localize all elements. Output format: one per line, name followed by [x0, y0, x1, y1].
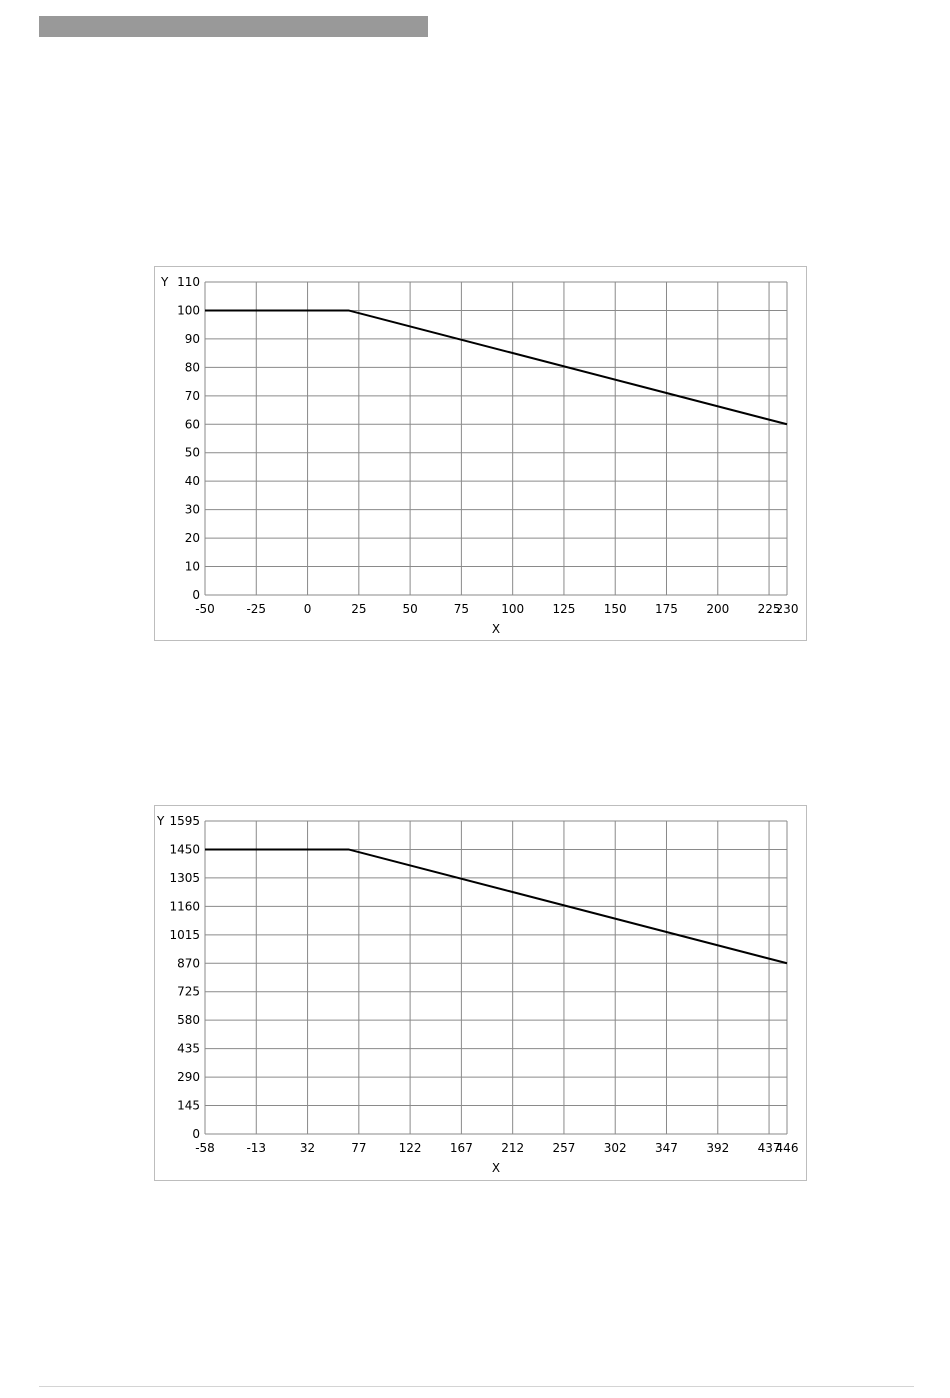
x-tick-label: -25 — [246, 602, 266, 616]
x-tick-label: 75 — [454, 602, 469, 616]
y-tick-label: 40 — [185, 474, 200, 488]
y-tick-label: 1305 — [169, 871, 200, 885]
header-bar — [39, 16, 428, 37]
x-axis-label: X — [492, 622, 500, 636]
y-tick-label: 435 — [177, 1042, 200, 1056]
x-tick-label: 200 — [706, 602, 729, 616]
x-tick-label: 225 — [758, 602, 781, 616]
x-tick-label: 50 — [402, 602, 417, 616]
y-tick-label: 60 — [185, 417, 200, 431]
y-tick-label: 100 — [177, 303, 200, 317]
x-tick-label: -50 — [195, 602, 215, 616]
x-tick-label: -13 — [246, 1141, 266, 1155]
x-tick-label: 392 — [706, 1141, 729, 1155]
y-tick-label: 0 — [192, 588, 200, 602]
y-tick-label: 70 — [185, 389, 200, 403]
y-tick-label: 1160 — [169, 899, 200, 913]
y-tick-label: 725 — [177, 985, 200, 999]
x-tick-label: 25 — [351, 602, 366, 616]
x-tick-label: 150 — [604, 602, 627, 616]
x-tick-label: 257 — [552, 1141, 575, 1155]
x-tick-label: 122 — [399, 1141, 422, 1155]
y-tick-label: 30 — [185, 503, 200, 517]
y-tick-label: 1595 — [169, 814, 200, 828]
y-tick-label: 870 — [177, 956, 200, 970]
x-tick-label: 0 — [304, 602, 312, 616]
y-tick-label: 110 — [177, 275, 200, 289]
x-tick-label: 125 — [552, 602, 575, 616]
y-axis-label: Y — [160, 275, 169, 289]
x-tick-label: 302 — [604, 1141, 627, 1155]
x-tick-label: 212 — [501, 1141, 524, 1155]
y-tick-label: 80 — [185, 360, 200, 374]
x-tick-label: 446 — [776, 1141, 799, 1155]
y-tick-label: 580 — [177, 1013, 200, 1027]
y-tick-label: 20 — [185, 531, 200, 545]
y-tick-label: 50 — [185, 446, 200, 460]
x-tick-label: 347 — [655, 1141, 678, 1155]
series-line — [205, 309, 788, 426]
chart-1: -50 -25 0 25 50 75 100 125 150 175 200 225 230 0 10 20 3… — [154, 266, 807, 641]
y-tick-label: 290 — [177, 1070, 200, 1084]
x-tick-label: 175 — [655, 602, 678, 616]
x-axis-label: X — [492, 1161, 500, 1175]
chart-2: -58 -13 32 77 122 167 212 257 302 347 392 437 446 0 14… — [154, 805, 807, 1181]
footer-divider — [39, 1386, 914, 1387]
x-tick-label: 437 — [758, 1141, 781, 1155]
y-tick-label: 145 — [177, 1099, 200, 1113]
x-tick-label: 100 — [501, 602, 524, 616]
y-tick-label: 90 — [185, 332, 200, 346]
x-tick-label: 32 — [300, 1141, 315, 1155]
y-tick-label: 10 — [185, 560, 200, 574]
y-tick-label: 1015 — [169, 928, 200, 942]
x-tick-label: 77 — [351, 1141, 366, 1155]
x-tick-label: 230 — [776, 602, 799, 616]
y-tick-label: 1450 — [169, 842, 200, 856]
series-line — [205, 848, 788, 965]
x-tick-label: -58 — [195, 1141, 215, 1155]
x-tick-label: 167 — [450, 1141, 473, 1155]
y-axis-label: Y — [156, 814, 165, 828]
y-tick-label: 0 — [192, 1127, 200, 1141]
